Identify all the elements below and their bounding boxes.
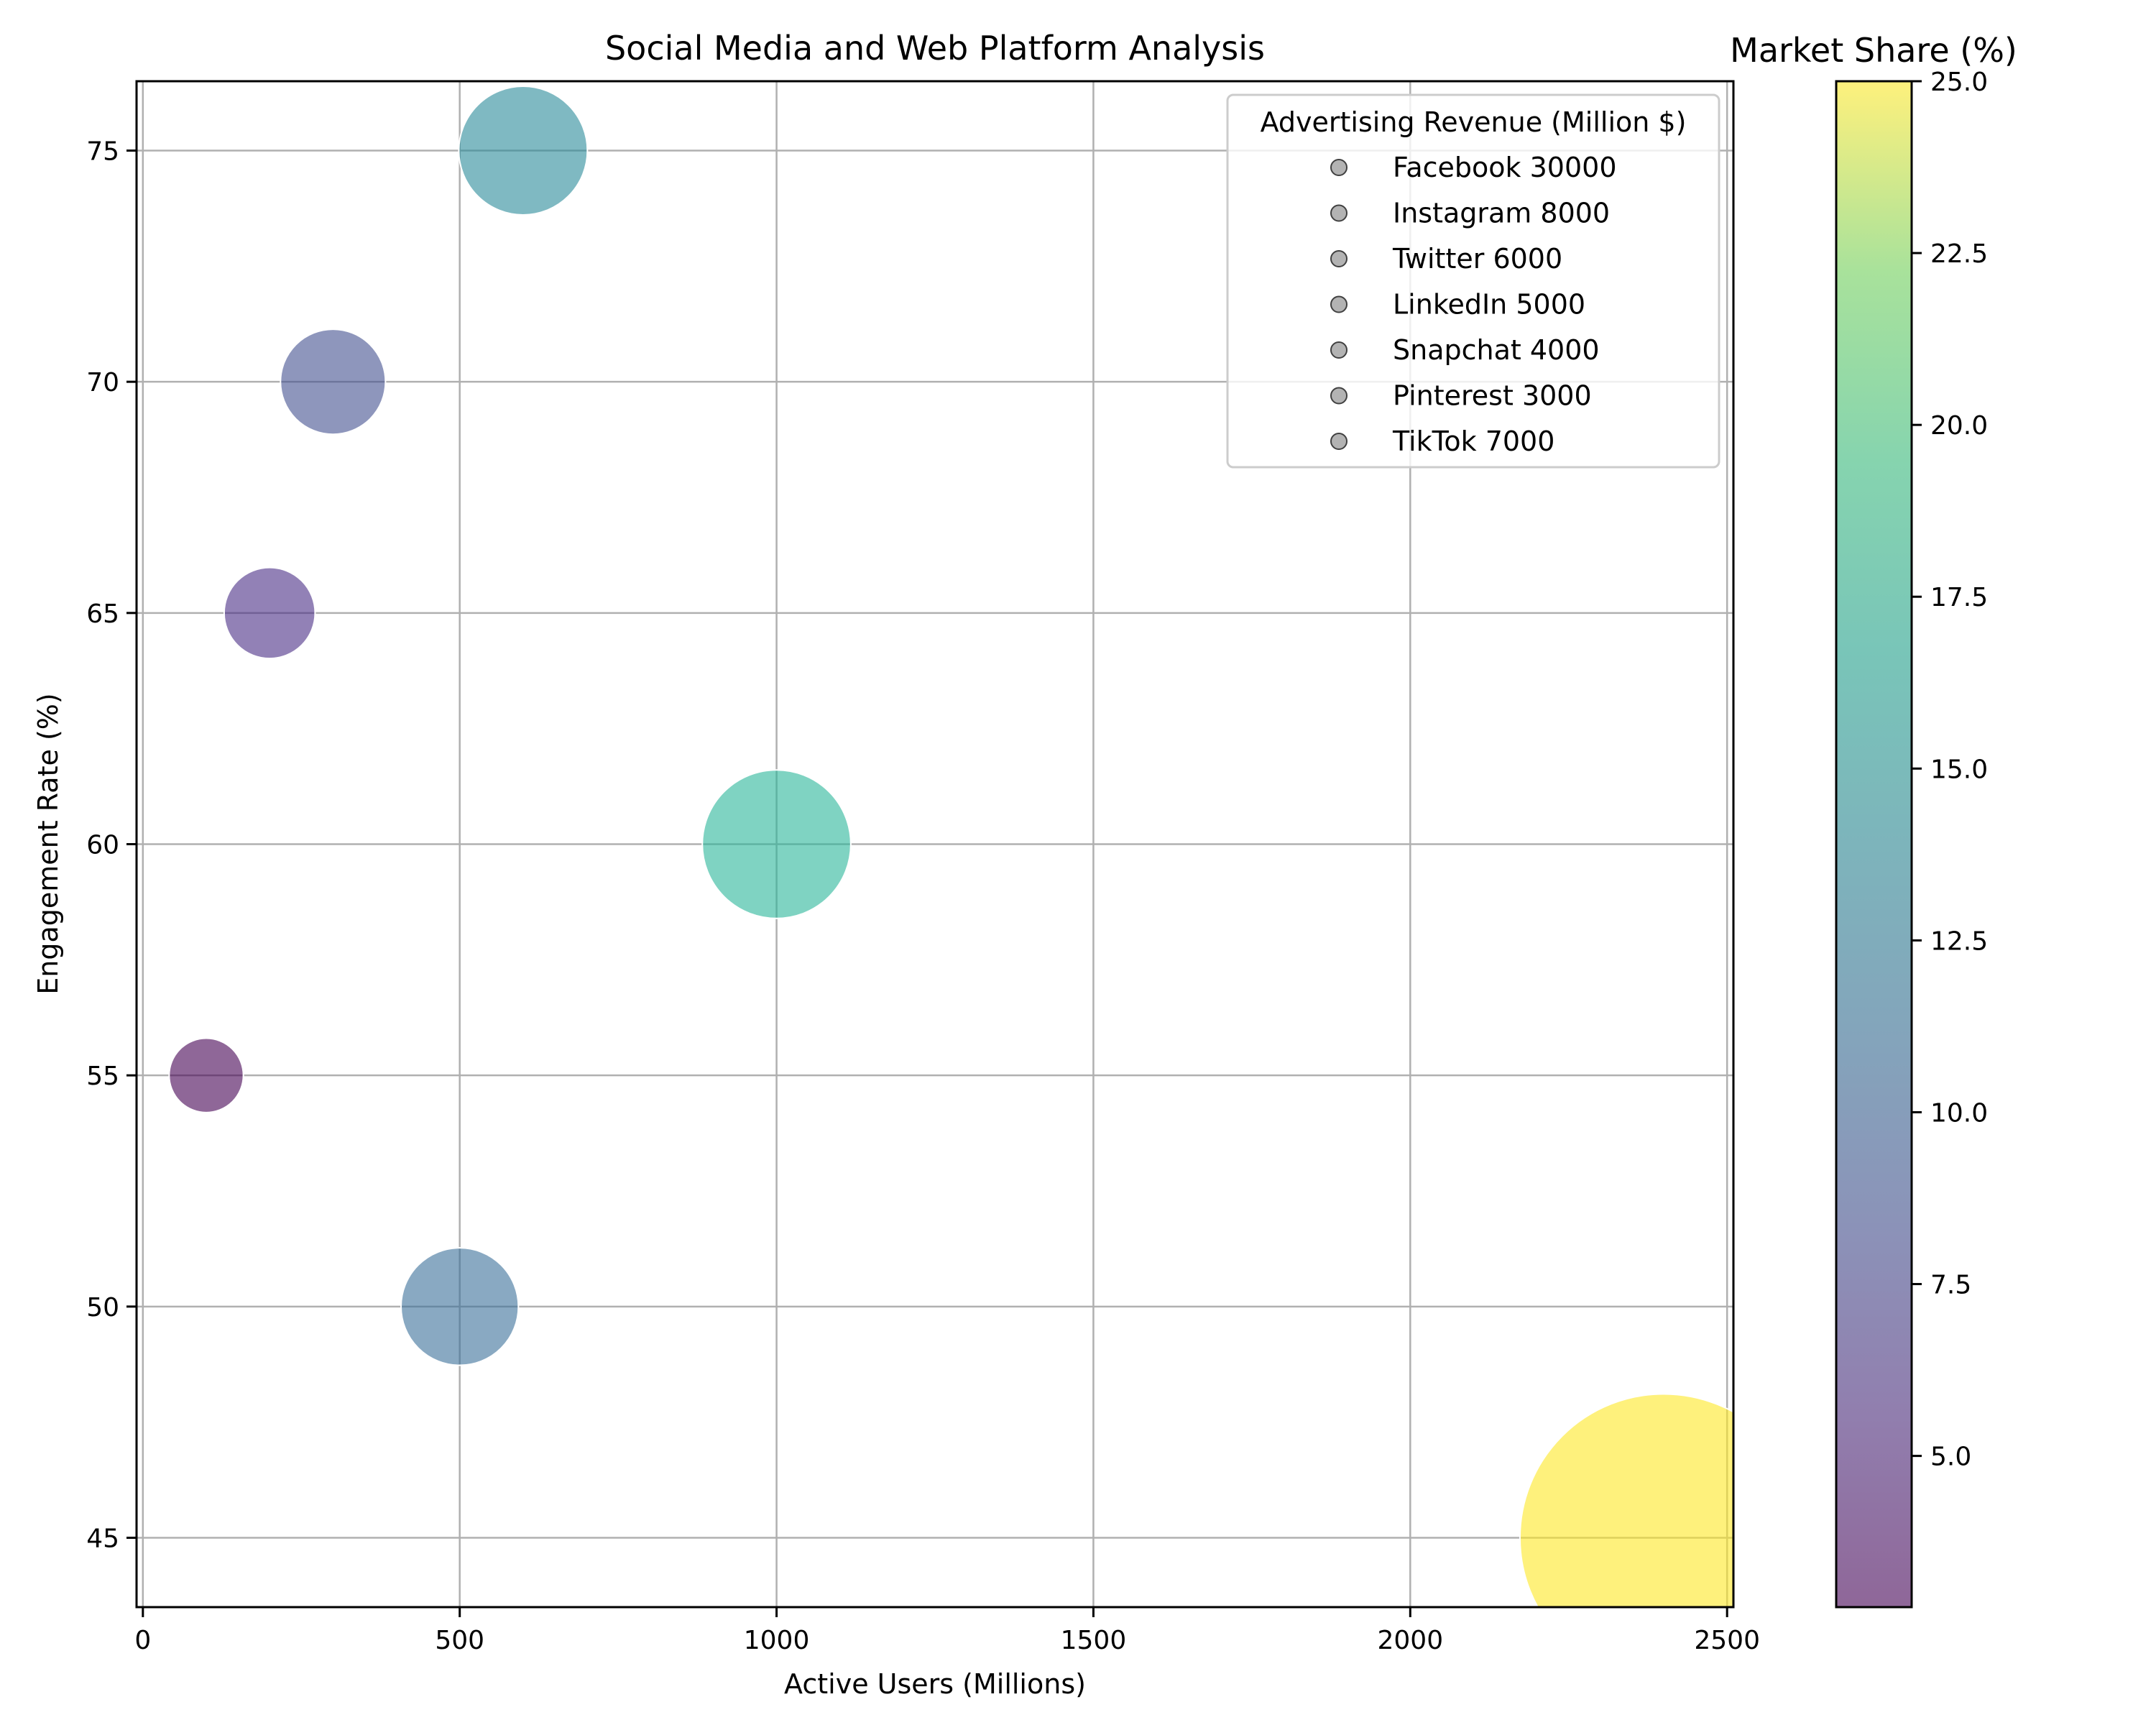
colorbar-tick-label: 25.0: [1930, 68, 1988, 97]
y-tick-label: 60: [86, 831, 119, 860]
x-axis-label: Active Users (Millions): [784, 1668, 1086, 1700]
legend-marker: [1330, 159, 1348, 176]
colorbar-tick-label: 20.0: [1930, 411, 1988, 441]
legend: Advertising Revenue (Million $) Facebook…: [1226, 93, 1720, 469]
legend-marker: [1330, 387, 1348, 405]
legend-marker: [1330, 204, 1348, 222]
chart-title: Social Media and Web Platform Analysis: [605, 29, 1265, 68]
x-tick-label: 500: [435, 1626, 484, 1655]
legend-entry: TikTok 7000: [1392, 426, 1554, 457]
y-tick-label: 70: [86, 368, 119, 397]
colorbar-tick-label: 7.5: [1930, 1271, 1971, 1300]
legend-entry: Facebook 30000: [1393, 152, 1617, 183]
colorbar-frame: [1835, 80, 1913, 1609]
colorbar-tick-label: 17.5: [1930, 583, 1988, 612]
bubble-twitter: [458, 86, 589, 216]
colorbar-ticks: 5.0 7.5 10.0 12.5 15.0 17.5 20.0 22.5 25.0: [1912, 68, 1988, 1472]
colorbar-label: Market Share (%): [1730, 31, 2017, 70]
x-tick-label: 1000: [744, 1626, 810, 1655]
bubble-snapchat: [280, 328, 387, 436]
x-tick-label: 1500: [1061, 1626, 1127, 1655]
legend-marker: [1330, 433, 1348, 450]
colorbar-tick-label: 10.0: [1930, 1098, 1988, 1128]
x-tick-label: 0: [134, 1626, 151, 1655]
colorbar-gradient: [1836, 81, 1912, 1607]
bubble-linkedin: [400, 1247, 520, 1366]
legend-entry: Twitter 6000: [1392, 243, 1562, 275]
y-tick-label: 50: [86, 1293, 119, 1322]
colorbar-tick-label: 22.5: [1930, 239, 1988, 269]
y-axis: 45 50 55 60 65 70 75: [86, 137, 137, 1554]
legend-entry: Instagram 8000: [1393, 198, 1610, 229]
bubble-pinterest: [223, 566, 316, 660]
x-axis: 0 500 1000 1500 2000 2500: [134, 1607, 1760, 1655]
legend-marker: [1330, 341, 1348, 359]
bubble-facebook: [1519, 1393, 1733, 1607]
legend-entry: Snapchat 4000: [1393, 334, 1600, 366]
y-tick-label: 45: [86, 1524, 119, 1554]
legend-marker: [1330, 250, 1348, 267]
legend-entry: LinkedIn 5000: [1393, 289, 1585, 321]
bubbles: [168, 86, 1733, 1607]
legend-box: [1226, 93, 1720, 469]
colorbar-tick-label: 5.0: [1930, 1443, 1971, 1472]
bubble-instagram: [701, 769, 852, 919]
colorbar-tick-label: 15.0: [1930, 755, 1988, 784]
bubble-tiktok: [168, 1037, 244, 1113]
colorbar-tick-label: 12.5: [1930, 926, 1988, 956]
x-tick-label: 2500: [1694, 1626, 1760, 1655]
legend-marker: [1330, 295, 1348, 313]
y-axis-label: Engagement Rate (%): [32, 693, 64, 994]
colorbar: Market Share (%) 5.0 7.5 10.0 12.5 15.0 17.5 2…: [1730, 31, 2017, 1609]
x-tick-label: 2000: [1377, 1626, 1443, 1655]
y-tick-label: 65: [86, 599, 119, 629]
y-tick-label: 55: [86, 1062, 119, 1091]
legend-entry: Pinterest 3000: [1393, 380, 1592, 412]
legend-title: Advertising Revenue (Million $): [1261, 106, 1687, 138]
y-tick-label: 75: [86, 137, 119, 167]
